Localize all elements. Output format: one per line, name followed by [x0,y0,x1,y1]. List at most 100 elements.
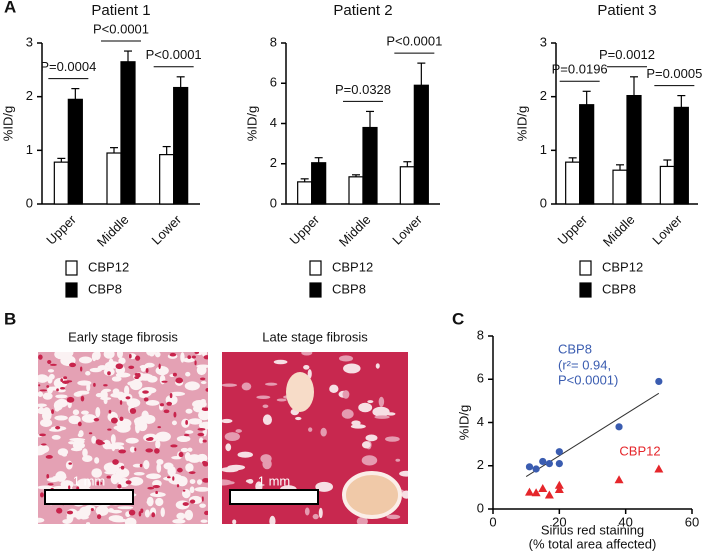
texture [202,460,207,465]
p-value: P=0.0005 [646,66,702,81]
texture [117,392,133,402]
texture [200,398,206,404]
texture [170,466,176,476]
texture [55,394,68,399]
texture [197,428,206,431]
texture [72,409,80,416]
texture [147,437,154,441]
point [554,480,564,489]
texture [95,505,109,516]
texture [188,418,203,425]
texture [107,371,111,376]
point [525,463,534,471]
texture [351,420,361,426]
texture [53,377,68,389]
texture [125,480,132,485]
texture [40,492,44,498]
texture [358,402,373,413]
texture [126,398,141,408]
x-tick-label: 20 [552,514,566,529]
texture [137,421,148,432]
texture [90,507,94,512]
point [655,377,663,386]
texture [38,391,44,398]
texture [38,447,46,456]
texture [155,439,161,449]
texture [117,484,122,489]
texture [68,415,81,425]
y-tick-label: 3 [26,34,33,49]
texture [146,500,154,505]
texture [169,391,186,396]
texture [38,354,43,360]
texture [226,481,235,485]
texture [68,462,72,465]
texture [51,409,55,414]
texture [338,355,354,362]
texture [51,434,61,440]
texture [82,448,88,458]
texture [222,466,239,473]
y-tick-label: 8 [270,34,277,49]
x-axis-label: Sirius red staining [541,522,644,537]
texture [80,366,83,372]
texture [161,380,168,383]
legend-label: CBP12 [602,259,643,274]
texture [262,414,272,425]
texture [374,415,390,419]
texture [163,462,174,470]
point [538,483,548,492]
texture [95,481,103,486]
texture [196,364,207,376]
texture [308,427,313,432]
texture [264,382,278,386]
texture [47,386,54,394]
texture [103,384,108,387]
x-tick-label: Upper [287,211,323,247]
texture [385,436,400,442]
point [614,475,624,484]
texture [155,431,171,442]
texture [116,417,126,428]
texture [56,388,59,392]
y-axis-label: %ID/g [456,405,471,440]
panel-label: A [4,0,16,16]
texture [386,412,396,416]
legend-swatch [579,282,592,298]
texture [119,416,124,422]
texture [155,366,169,376]
panel-label: B [4,309,16,328]
texture [55,398,68,408]
texture [183,433,190,437]
texture [151,512,156,518]
texture [116,352,123,359]
texture [129,408,137,414]
texture [115,471,123,483]
texture [200,381,207,385]
x-tick-label: Lower [149,211,185,247]
texture [232,519,237,524]
texture [46,385,50,388]
texture [54,352,68,360]
texture [286,372,314,412]
bar [173,86,189,205]
x-tick-label: Middle [600,212,638,250]
texture [117,506,134,510]
texture [176,435,191,443]
point [532,465,540,473]
texture [88,432,93,435]
texture [184,381,200,391]
texture [184,452,191,462]
texture [372,406,390,417]
texture [49,428,63,432]
chart-title: Patient 3 [597,2,656,19]
texture [342,471,402,519]
x-tick-label: Lower [389,211,425,247]
bar [120,61,136,205]
texture [205,387,208,392]
texture [145,368,149,373]
texture [112,442,125,447]
texture [79,506,91,518]
bar [399,166,415,205]
